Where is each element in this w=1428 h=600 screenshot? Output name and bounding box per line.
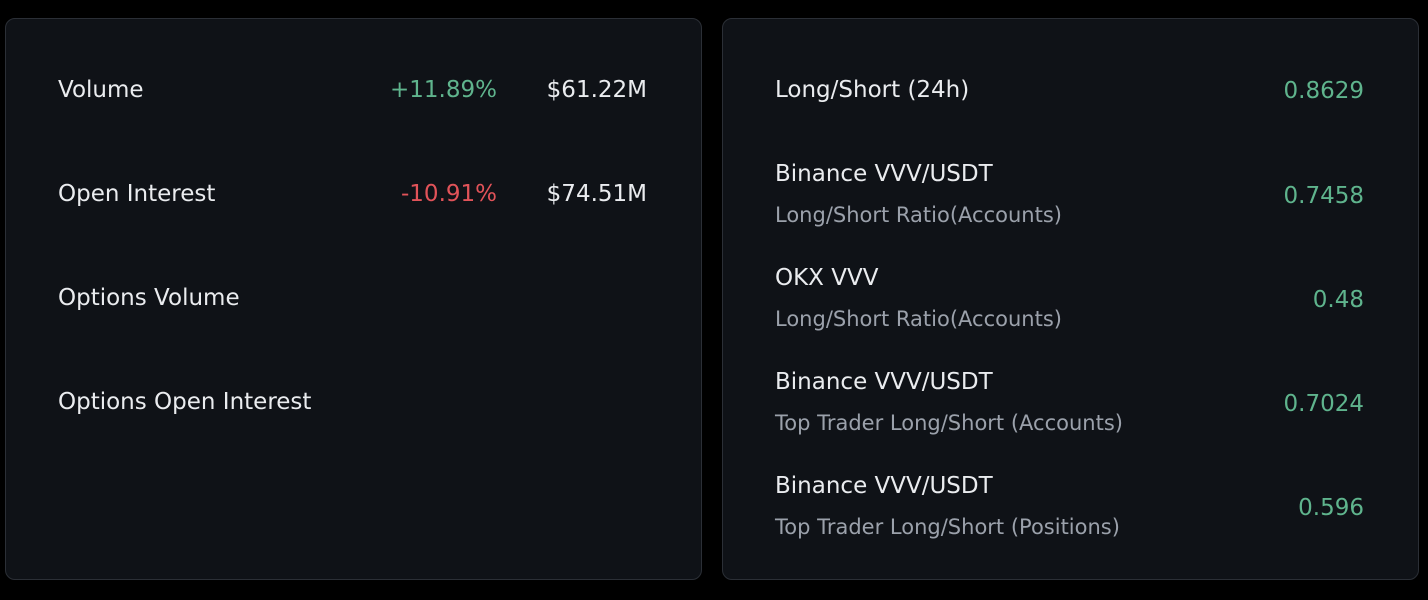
- stat-label: Volume: [58, 77, 144, 103]
- ratio-title: Long/Short (24h): [775, 77, 970, 103]
- ratio-value: 0.7024: [1283, 391, 1364, 417]
- ratio-row: Binance VVV/USDT Top Trader Long/Short (…: [723, 473, 1418, 543]
- stat-row-options-volume: Options Volume: [6, 285, 701, 317]
- ratio-title: Binance VVV/USDT: [775, 473, 993, 499]
- ratio-value: 0.596: [1298, 495, 1364, 521]
- long-short-panel: Long/Short (24h) 0.8629 Binance VVV/USDT…: [722, 18, 1419, 580]
- ratio-row: Binance VVV/USDT Long/Short Ratio(Accoun…: [723, 161, 1418, 231]
- stat-label: Options Volume: [58, 285, 240, 311]
- stat-row-options-open-interest: Options Open Interest: [6, 389, 701, 421]
- ratio-value: 0.7458: [1283, 183, 1364, 209]
- ratio-subtitle: Top Trader Long/Short (Accounts): [775, 411, 1123, 435]
- stat-label: Open Interest: [58, 181, 216, 207]
- stat-amount: $74.51M: [546, 181, 647, 207]
- stat-change: -10.91%: [401, 181, 497, 207]
- stat-label: Options Open Interest: [58, 389, 312, 415]
- ratio-subtitle: Top Trader Long/Short (Positions): [775, 515, 1120, 539]
- ratio-title: OKX VVV: [775, 265, 879, 291]
- ratio-row: Long/Short (24h) 0.8629: [723, 77, 1418, 117]
- stat-amount: $61.22M: [546, 77, 647, 103]
- ratio-subtitle: Long/Short Ratio(Accounts): [775, 307, 1062, 331]
- ratio-value: 0.8629: [1283, 78, 1364, 104]
- ratio-value: 0.48: [1312, 287, 1364, 313]
- ratio-title: Binance VVV/USDT: [775, 161, 993, 187]
- ratio-row: Binance VVV/USDT Top Trader Long/Short (…: [723, 369, 1418, 439]
- ratio-subtitle: Long/Short Ratio(Accounts): [775, 203, 1062, 227]
- ratio-row: OKX VVV Long/Short Ratio(Accounts) 0.48: [723, 265, 1418, 335]
- stat-row-volume: Volume +11.89% $61.22M: [6, 77, 701, 109]
- stat-row-open-interest: Open Interest -10.91% $74.51M: [6, 181, 701, 213]
- ratio-title: Binance VVV/USDT: [775, 369, 993, 395]
- stat-change: +11.89%: [390, 77, 497, 103]
- market-stats-panel: Volume +11.89% $61.22M Open Interest -10…: [5, 18, 702, 580]
